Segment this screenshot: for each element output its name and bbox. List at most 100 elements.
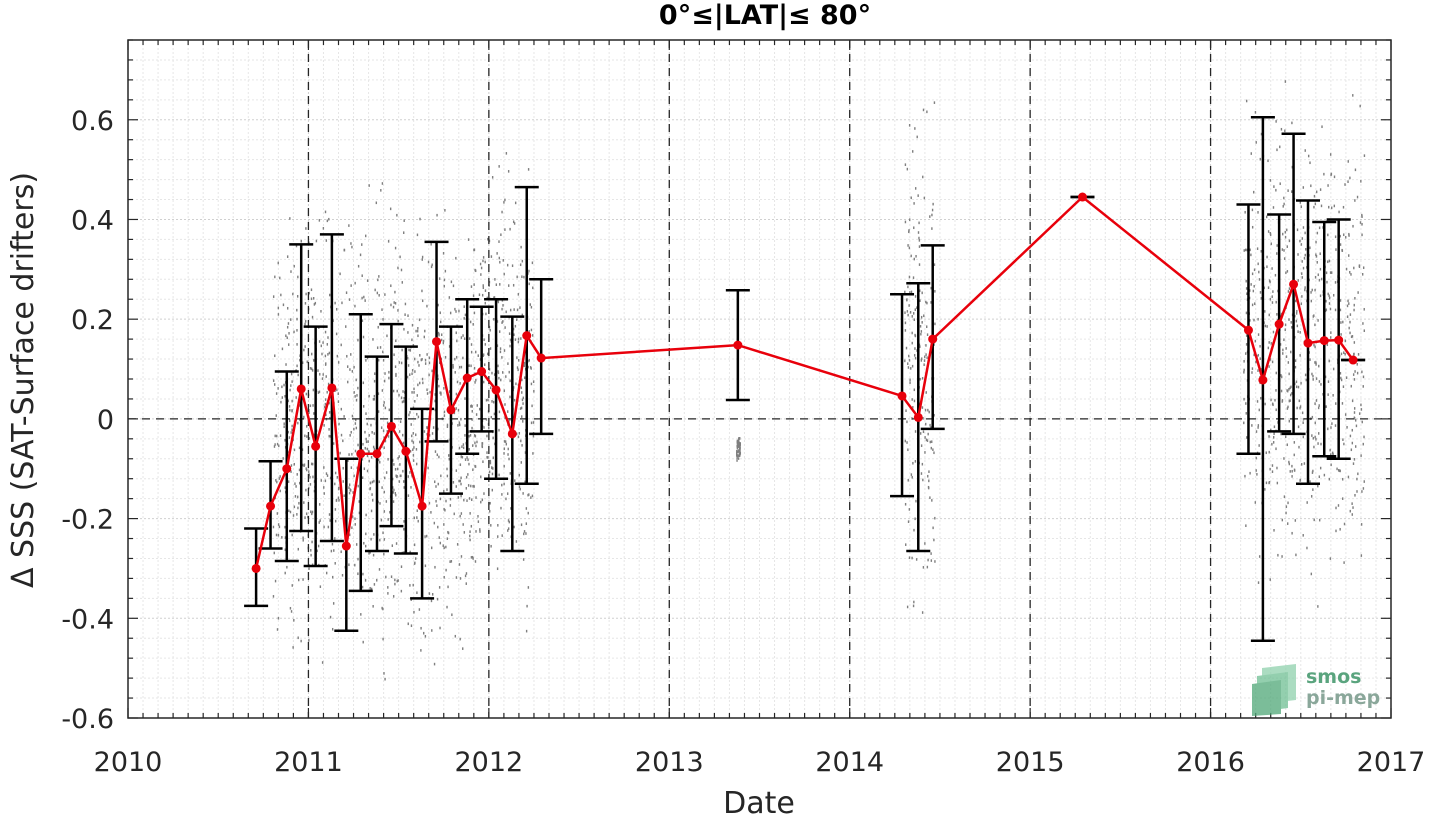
scatter-point [908,246,911,250]
scatter-point [523,530,526,533]
scatter-point [478,407,481,411]
data-point [432,337,442,347]
scatter-point [1301,237,1304,240]
scatter-point [1251,303,1254,307]
scatter-point [449,311,452,315]
scatter-point [1268,435,1270,438]
scatter-point [361,274,363,278]
scatter-point [504,440,507,443]
data-point [477,367,487,377]
scatter-point [1295,319,1298,323]
scatter-point [530,382,533,386]
scatter-point [1258,270,1260,274]
scatter-point [1299,201,1302,204]
scatter-point [1270,398,1272,402]
scatter-point [415,329,417,333]
scatter-point [514,479,516,482]
scatter-point [434,408,436,412]
scatter-point [1331,422,1333,425]
scatter-point [373,479,375,483]
scatter-point [342,439,344,443]
scatter-point [505,310,507,314]
scatter-point [519,263,522,267]
scatter-point [484,260,486,264]
scatter-point [1354,296,1356,300]
scatter-point [436,504,438,507]
scatter-point [1349,331,1351,335]
scatter-point [281,536,283,539]
series-markers [251,192,1358,573]
scatter-point [490,524,492,527]
scatter-point [921,611,924,614]
scatter-point [457,424,459,427]
scatter-point [477,515,479,518]
scatter-point [388,370,390,374]
scatter-point [409,373,411,377]
scatter-point [397,309,399,312]
scatter-point [399,255,401,259]
scatter-point [350,466,353,469]
scatter-point [930,286,932,290]
scatter-point [521,391,523,394]
scatter-point [1305,378,1307,382]
scatter-point [904,359,906,363]
scatter-point [321,377,324,380]
scatter-point [1266,265,1268,269]
scatter-point [1245,524,1247,527]
scatter-point [1288,287,1291,290]
scatter-point [1253,190,1255,194]
scatter-point [1288,460,1290,464]
scatter-point [365,359,367,362]
scatter-point [332,602,335,605]
scatter-point [446,423,449,427]
scatter-point [432,426,435,429]
data-point [522,331,532,341]
scatter-point [1288,387,1290,391]
scatter-point [305,227,307,230]
scatter-point [408,348,410,352]
scatter-point [306,435,308,438]
scatter-point [1259,291,1262,294]
scatter-point [297,421,299,425]
scatter-point [311,315,314,319]
scatter-point [1300,381,1302,385]
scatter-point [492,436,494,440]
scatter-point [366,279,369,282]
scatter-point [319,519,321,522]
scatter-point [934,516,936,520]
scatter-point [507,410,509,413]
scatter-point [497,523,499,527]
scatter-point [1268,365,1270,368]
scatter-point [908,275,911,279]
scatter-point [908,358,911,362]
scatter-point [739,447,741,451]
scatter-point [1243,359,1245,363]
scatter-point [1314,421,1316,425]
scatter-point [504,326,506,329]
scatter-point [381,486,383,489]
scatter-point [1343,561,1345,564]
scatter-point [1347,299,1349,303]
scatter-point [287,322,290,325]
scatter-point [914,295,917,298]
scatter-point [907,362,909,365]
scatter-point [1347,180,1349,183]
scatter-point [325,239,328,242]
scatter-point [374,288,376,292]
scatter-point [276,480,278,484]
scatter-point [908,508,911,511]
scatter-point [461,445,463,448]
scatter-point [312,404,314,407]
scatter-point [463,317,465,320]
scatter-point [362,442,364,446]
data-point [282,464,292,474]
scatter-point [509,338,512,342]
scatter-point [386,421,389,425]
scatter-point [448,390,451,393]
scatter-point [531,261,534,265]
scatter-point [383,552,385,556]
scatter-point [1334,308,1337,312]
scatter-point [470,285,473,288]
scatter-point [304,302,307,305]
scatter-point [407,314,409,317]
